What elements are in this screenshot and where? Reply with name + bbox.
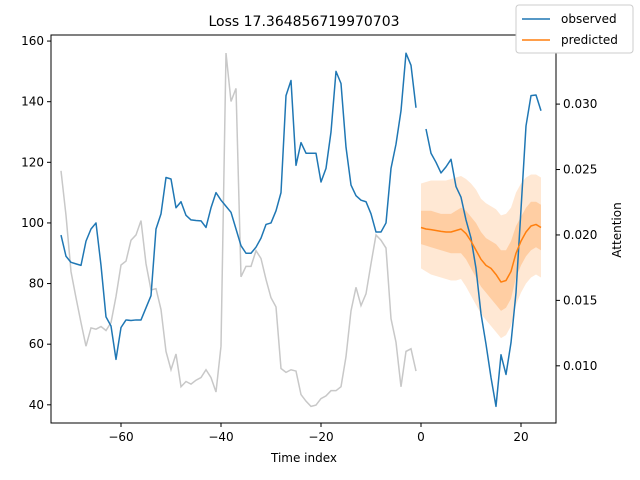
prediction-bands	[421, 174, 541, 339]
y2-tick-label: 0.010	[563, 359, 597, 373]
y2-tick-label: 0.025	[563, 163, 597, 177]
x-tick-label: −60	[108, 430, 133, 444]
y-tick-label: 140	[21, 95, 44, 109]
legend-label-observed: observed	[561, 12, 617, 26]
series-lines	[60, 52, 542, 408]
y2-tick-label: 0.020	[563, 228, 597, 242]
y2-tick-label: 0.015	[563, 293, 597, 307]
y-tick-label: 160	[21, 34, 44, 48]
y2-axis-label: Attention	[610, 202, 624, 257]
y-tick-label: 120	[21, 155, 44, 169]
x-axis: −60 −40 −20 0 20	[108, 423, 529, 444]
series-line-observed	[60, 52, 542, 408]
prediction-band-outer	[421, 174, 541, 339]
x-tick-label: −20	[308, 430, 333, 444]
y-axis-right: 0.010 0.015 0.020 0.025 0.030	[556, 97, 597, 373]
y-tick-label: 40	[29, 398, 44, 412]
series-line-predicted	[420, 223, 542, 283]
series-line-attention	[60, 52, 417, 408]
chart-title: Loss 17.364856719970703	[208, 14, 399, 30]
legend-box	[515, 4, 634, 54]
y2-tick-label: 0.030	[563, 97, 597, 111]
x-tick-label: 0	[417, 430, 425, 444]
plot-frame	[50, 34, 557, 424]
x-tick-label: 20	[513, 430, 528, 444]
y-axis-left: 40 60 80 100 120 140 160	[21, 34, 51, 412]
legend-label-predicted: predicted	[561, 33, 618, 47]
y-tick-label: 100	[21, 216, 44, 230]
legend: observed predicted	[515, 4, 634, 54]
x-tick-label: −40	[208, 430, 233, 444]
x-axis-label: Time index	[270, 451, 337, 465]
prediction-band-inner	[421, 201, 541, 311]
y-tick-label: 80	[29, 277, 44, 291]
y-tick-label: 60	[29, 337, 44, 351]
